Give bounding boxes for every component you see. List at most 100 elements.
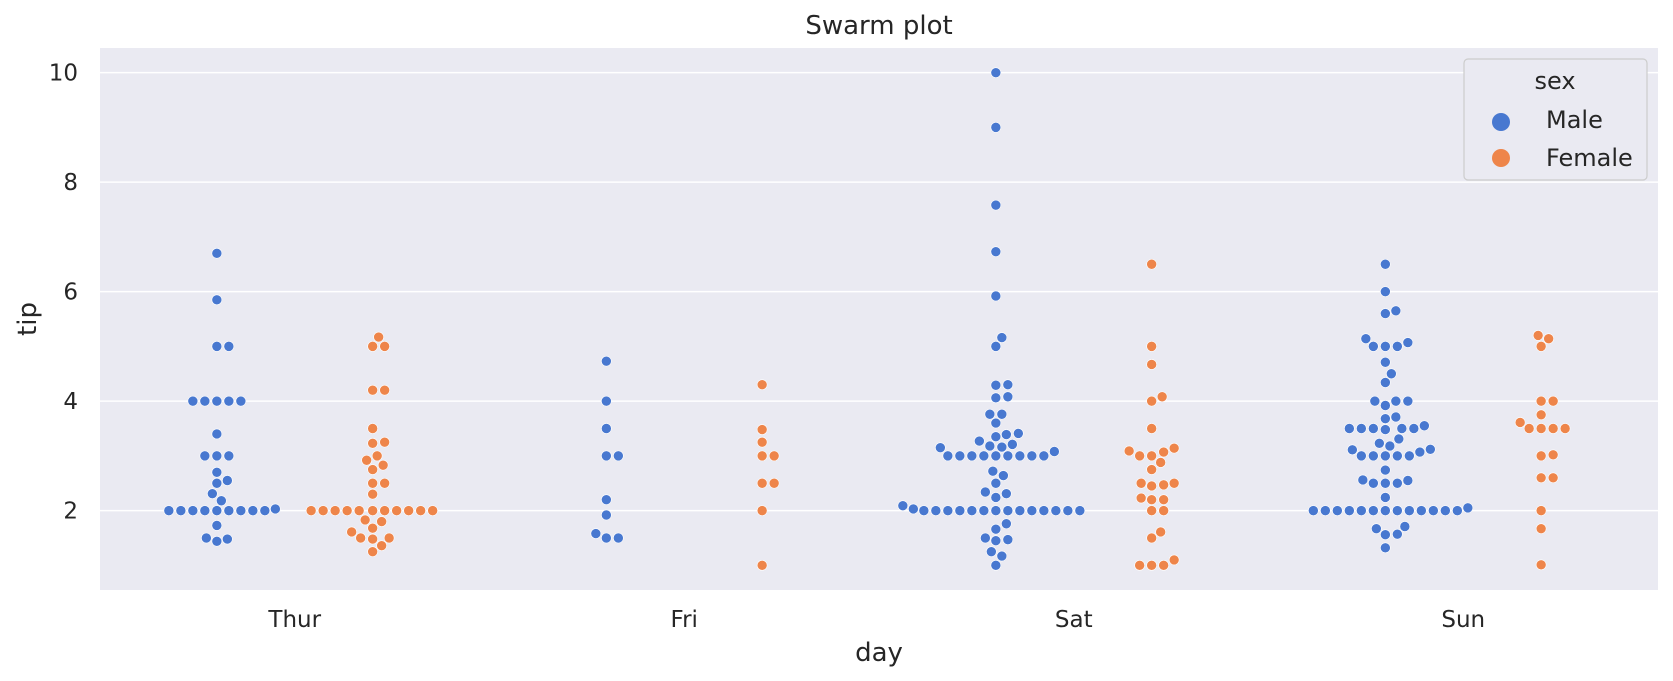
- data-point-female: [367, 477, 378, 489]
- data-point-male: [211, 505, 223, 516]
- data-point-male: [1452, 505, 1463, 516]
- data-point-male: [613, 532, 624, 544]
- data-point-female: [1532, 330, 1544, 341]
- data-point-male: [1408, 423, 1420, 434]
- data-point-male: [1380, 377, 1391, 388]
- data-point-male: [1380, 505, 1391, 516]
- data-point-male: [1001, 518, 1012, 530]
- data-point-male: [978, 450, 990, 462]
- data-point-female: [1155, 457, 1166, 468]
- data-point-male: [998, 470, 1009, 481]
- data-point-male: [223, 450, 235, 462]
- data-point-male: [984, 440, 996, 452]
- data-point-female: [1146, 450, 1157, 462]
- data-point-male: [980, 486, 991, 498]
- data-point-male: [175, 505, 187, 516]
- legend-label-female: Female: [1546, 144, 1633, 172]
- data-point-female: [1547, 395, 1559, 407]
- data-point-male: [1402, 395, 1414, 407]
- data-point-male: [601, 532, 612, 544]
- data-point-male: [187, 395, 199, 407]
- data-point-male: [990, 341, 1002, 352]
- data-point-male: [211, 428, 223, 440]
- data-point-female: [1535, 423, 1547, 434]
- data-point-male: [954, 505, 966, 516]
- data-point-male: [1380, 492, 1391, 503]
- y-tick-labels: 2 4 6 8 10: [49, 61, 78, 525]
- data-point-male: [1049, 446, 1060, 457]
- data-point-male: [1414, 446, 1426, 458]
- y-tick-label: 10: [49, 61, 78, 87]
- data-point-male: [601, 494, 612, 505]
- data-point-female: [756, 505, 768, 516]
- data-point-male: [990, 122, 1002, 133]
- data-point-male: [990, 417, 1002, 429]
- data-point-male: [990, 505, 1002, 516]
- data-point-male: [990, 535, 1002, 547]
- data-point-female: [1547, 472, 1559, 484]
- data-point-male: [974, 435, 985, 447]
- data-point-male: [1392, 450, 1403, 462]
- data-point-female: [341, 505, 353, 516]
- data-point-female: [317, 505, 329, 516]
- data-point-female: [1146, 258, 1157, 270]
- legend-marker-male: [1492, 113, 1510, 131]
- data-point-male: [216, 495, 227, 507]
- data-point-male: [1380, 450, 1391, 462]
- data-point-male: [942, 505, 954, 516]
- data-point-male: [223, 395, 235, 407]
- data-point-male: [990, 246, 1002, 257]
- data-point-male: [978, 505, 990, 516]
- data-point-male: [211, 395, 223, 407]
- data-point-female: [1146, 505, 1157, 516]
- data-point-male: [1428, 505, 1439, 516]
- data-point-male: [1404, 450, 1415, 462]
- data-point-male: [1425, 443, 1436, 455]
- data-point-female: [355, 532, 366, 544]
- data-point-male: [1356, 505, 1367, 516]
- y-tick-label: 4: [63, 389, 78, 415]
- data-point-male: [207, 488, 218, 499]
- data-point-female: [1146, 423, 1157, 434]
- data-point-female: [1156, 391, 1168, 403]
- data-point-male: [987, 465, 999, 477]
- data-point-male: [1380, 542, 1391, 554]
- data-point-female: [329, 505, 341, 516]
- data-point-male: [990, 67, 1002, 78]
- data-point-male: [1380, 464, 1391, 476]
- data-point-male: [1392, 477, 1403, 489]
- data-point-male: [1386, 368, 1397, 380]
- legend: sex Male Female: [1463, 58, 1648, 181]
- data-point-male: [163, 505, 175, 516]
- data-point-female: [1134, 450, 1145, 462]
- y-tick-label: 2: [63, 499, 78, 525]
- data-point-male: [1416, 505, 1427, 516]
- data-point-male: [1380, 400, 1391, 411]
- data-point-male: [1380, 356, 1391, 368]
- data-point-male: [1392, 341, 1403, 352]
- data-point-male: [1380, 341, 1391, 352]
- data-point-female: [1535, 450, 1547, 462]
- data-point-male: [1393, 433, 1405, 445]
- data-point-male: [211, 477, 223, 489]
- data-point-female: [1146, 341, 1157, 352]
- data-point-male: [1002, 379, 1014, 391]
- x-tick-label: Sat: [1055, 607, 1093, 633]
- data-point-female: [367, 423, 378, 434]
- data-point-male: [996, 408, 1008, 420]
- data-point-female: [403, 505, 414, 516]
- x-tick-labels: Thur Fri Sat Sun: [267, 607, 1485, 633]
- data-point-female: [756, 450, 768, 462]
- data-point-male: [1404, 505, 1415, 516]
- data-point-female: [361, 454, 372, 466]
- data-point-female: [1158, 560, 1169, 571]
- data-point-female: [353, 505, 365, 516]
- data-point-male: [1002, 534, 1014, 545]
- data-point-female: [1168, 554, 1180, 566]
- data-point-male: [984, 408, 996, 420]
- data-point-male: [1369, 395, 1381, 407]
- data-point-male: [1368, 450, 1379, 462]
- data-point-male: [1368, 423, 1379, 434]
- data-point-male: [223, 341, 235, 352]
- data-point-male: [1026, 450, 1038, 462]
